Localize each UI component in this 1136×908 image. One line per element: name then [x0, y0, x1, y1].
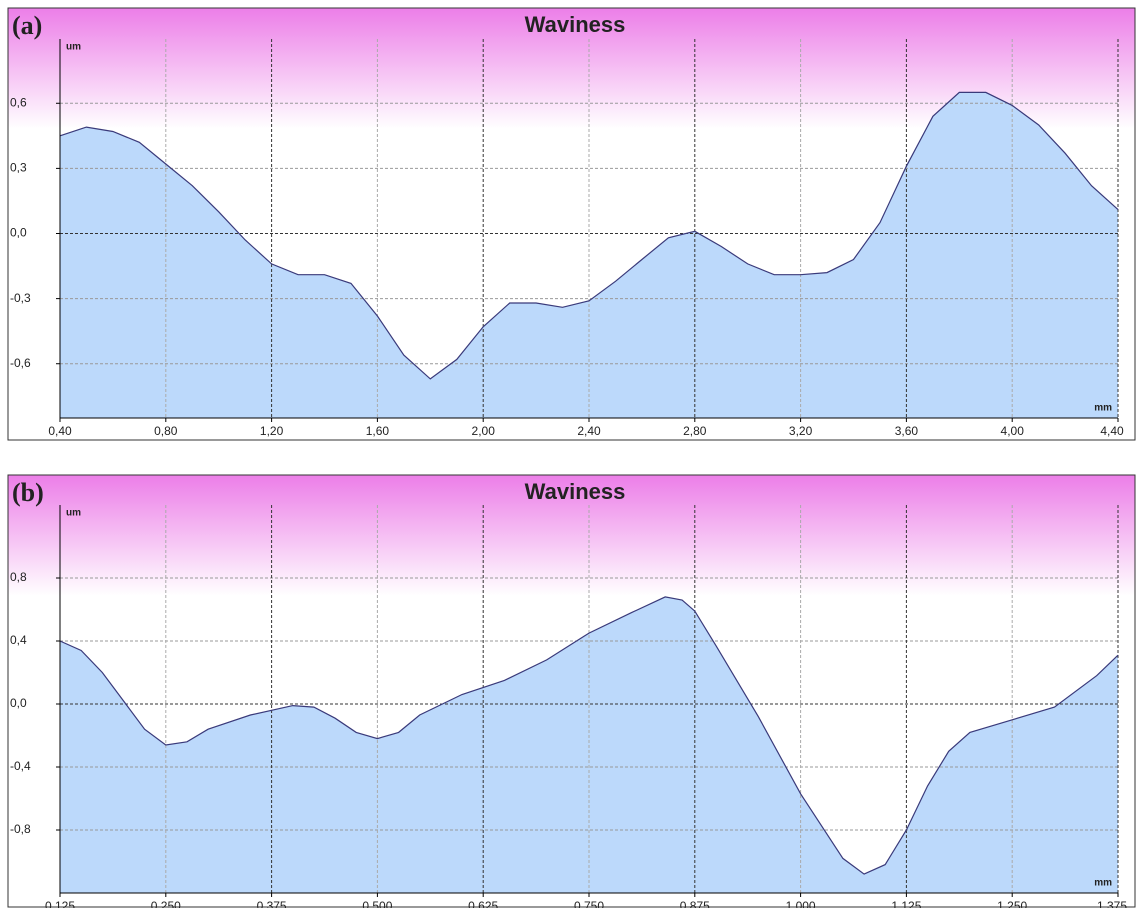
y-tick-label: -0,4 [10, 759, 31, 773]
y-tick-label: -0,8 [10, 822, 31, 836]
x-unit: mm [1094, 403, 1112, 414]
y-tick-label: 0,3 [10, 161, 27, 175]
line [59, 596, 1119, 875]
x-tick-label: 2,80 [683, 424, 707, 438]
x-tick-label: 2,40 [577, 424, 601, 438]
x-tick-label: 0,875 [680, 899, 710, 908]
y-tick-label: 0,0 [10, 696, 27, 710]
x-tick-label: 1,20 [260, 424, 284, 438]
y-tick-label: -0,6 [10, 356, 31, 370]
x-tick-label: 1,375 [1097, 899, 1127, 908]
x-tick-label: 4,00 [1001, 424, 1025, 438]
chart-title: Waviness [525, 12, 626, 37]
y-tick-label: 0,8 [10, 570, 27, 584]
y-tick-label: 0,6 [10, 95, 27, 109]
chart-title: Waviness [525, 479, 626, 504]
y-tick-label: 0,0 [10, 226, 27, 240]
x-tick-label: 0,625 [468, 899, 498, 908]
x-tick-label: 1,60 [366, 424, 390, 438]
x-tick-label: 0,500 [362, 899, 392, 908]
x-tick-label: 1,000 [786, 899, 816, 908]
x-tick-label: 3,20 [789, 424, 813, 438]
x-unit: mm [1094, 878, 1112, 889]
y-tick-label: -0,3 [10, 291, 31, 305]
x-tick-label: 0,80 [154, 424, 178, 438]
x-tick-label: 2,00 [472, 424, 496, 438]
area [60, 596, 1118, 893]
x-tick-label: 4,40 [1100, 424, 1124, 438]
x-tick-label: 1,125 [891, 899, 921, 908]
panel-label: (a) [12, 11, 42, 40]
y-unit: um [66, 508, 81, 519]
area [60, 92, 1118, 419]
line [59, 91, 1119, 380]
y-unit: um [66, 42, 81, 53]
x-tick-label: 3,60 [895, 424, 919, 438]
x-tick-label: 0,250 [151, 899, 181, 908]
x-tick-label: 0,125 [45, 899, 75, 908]
x-tick-label: 1,250 [997, 899, 1027, 908]
x-tick-label: 0,375 [257, 899, 287, 908]
panel-label: (b) [12, 478, 44, 507]
x-tick-label: 0,40 [48, 424, 72, 438]
y-tick-label: 0,4 [10, 633, 27, 647]
x-tick-label: 0,750 [574, 899, 604, 908]
